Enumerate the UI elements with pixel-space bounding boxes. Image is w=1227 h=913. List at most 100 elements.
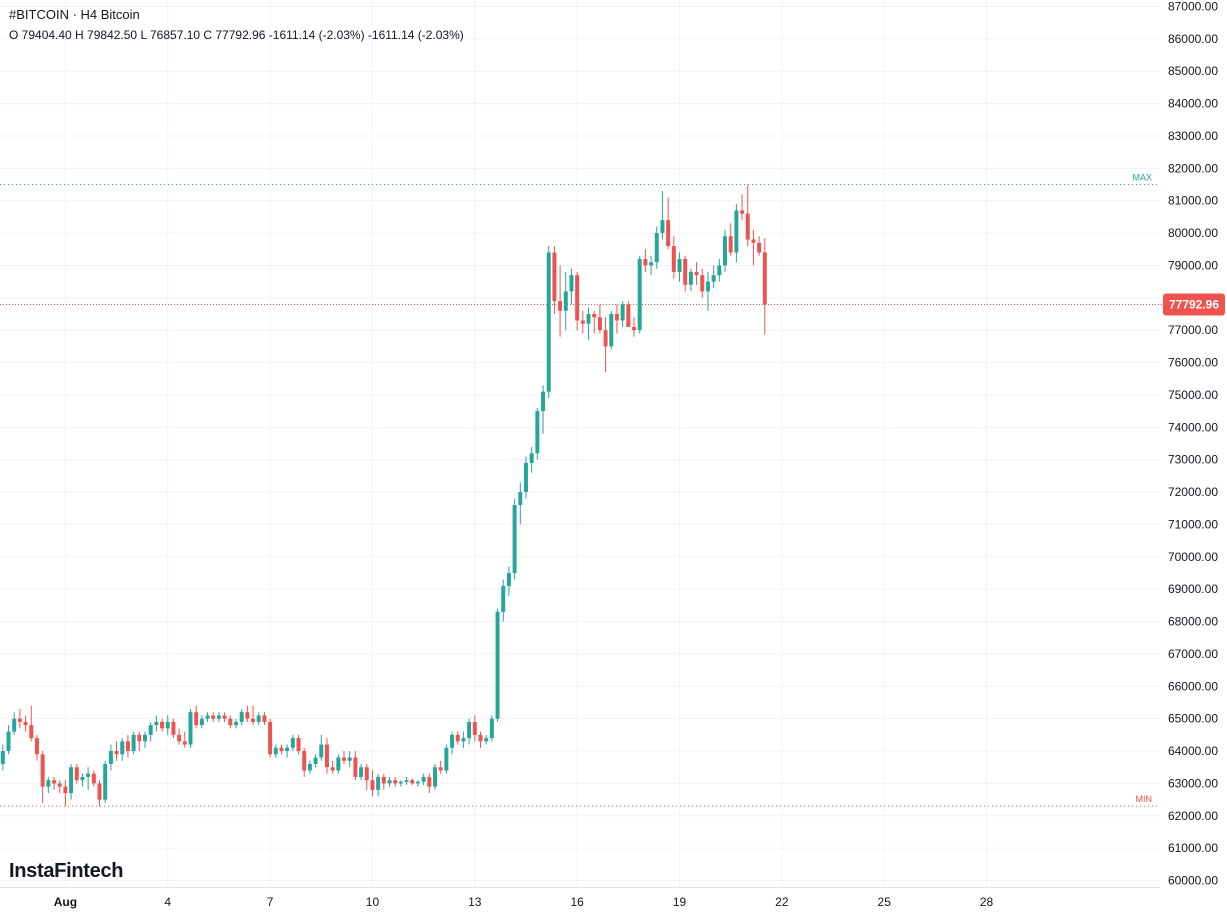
candle-body	[63, 786, 68, 794]
time-tick-label: 10	[366, 895, 380, 909]
candle-body	[614, 314, 619, 321]
candle-body	[17, 718, 22, 722]
candle	[751, 229, 756, 266]
candle	[40, 751, 45, 803]
candle-body	[370, 780, 375, 790]
candle	[626, 301, 631, 327]
candle-body	[177, 734, 182, 742]
candle-body	[216, 715, 221, 719]
candle	[393, 776, 398, 787]
candle	[558, 265, 563, 337]
candle	[376, 773, 381, 797]
candle-body	[80, 776, 85, 781]
candle	[637, 255, 642, 334]
price-tick-label: 60000.00	[1168, 874, 1218, 888]
candle-body	[302, 751, 307, 771]
candle	[148, 721, 153, 742]
price-tick-label: 84000.00	[1168, 97, 1218, 111]
candle	[450, 731, 455, 755]
candle	[171, 718, 176, 739]
candle	[137, 731, 142, 752]
candle	[131, 731, 136, 755]
price-tick-label: 62000.00	[1168, 809, 1218, 823]
candle	[427, 773, 432, 794]
candle-body	[194, 712, 199, 726]
candle-body	[603, 330, 608, 347]
min-level-label: MIN	[1136, 794, 1153, 804]
candle-body	[751, 239, 756, 243]
price-axis[interactable]: 60000.00 61000.00 62000.00 63000.00 64000.00…	[1168, 0, 1218, 888]
candle-body	[103, 763, 108, 800]
candle	[91, 770, 96, 787]
candle-body	[711, 275, 716, 282]
candle-body	[34, 738, 39, 755]
candle	[586, 307, 591, 340]
candle-body	[421, 776, 426, 782]
candle-body	[529, 453, 534, 463]
candle	[683, 255, 688, 292]
candle-body	[57, 783, 62, 787]
candle	[336, 754, 341, 774]
candle	[597, 304, 602, 334]
candle	[757, 236, 762, 256]
candle-body	[740, 210, 745, 214]
candle	[23, 715, 28, 732]
candle	[404, 776, 409, 786]
candle	[745, 184, 750, 247]
chart-grid	[0, 0, 1160, 887]
candle-body	[535, 411, 540, 454]
candle	[290, 734, 295, 752]
candle	[398, 780, 403, 787]
candle	[353, 751, 358, 781]
candle-body	[319, 744, 324, 758]
candle	[489, 715, 494, 742]
price-tick-label: 86000.00	[1168, 32, 1218, 46]
candle-body	[324, 744, 329, 768]
time-tick-label: 13	[468, 895, 482, 909]
candle-body	[580, 320, 585, 324]
candle	[529, 446, 534, 473]
candle-body	[455, 734, 460, 742]
candle-body	[723, 236, 727, 266]
candle-body	[296, 738, 301, 752]
candle-body	[586, 314, 591, 324]
candle	[154, 715, 159, 732]
candle	[575, 271, 580, 331]
candle-body	[717, 265, 722, 276]
candle-body	[171, 721, 176, 735]
candle-body	[506, 572, 511, 586]
price-tick-label: 63000.00	[1168, 776, 1218, 790]
candle	[86, 767, 91, 790]
candle	[444, 744, 449, 774]
candle-body	[23, 721, 28, 726]
candle-body	[256, 715, 261, 722]
candle-body	[205, 715, 210, 719]
candle	[268, 718, 273, 758]
candle-body	[660, 220, 665, 234]
reference-lines: MAX MIN	[0, 173, 1227, 807]
candle-body	[268, 721, 273, 755]
candle-body	[211, 715, 216, 719]
candle	[182, 731, 187, 748]
chart-legend: #BITCOIN · H4 Bitcoin O 79404.40 H 79842…	[9, 7, 464, 43]
candle	[256, 712, 261, 726]
candle-body	[364, 767, 369, 781]
candle-body	[575, 275, 580, 321]
candle	[302, 747, 307, 777]
candle	[438, 760, 443, 774]
candle-body	[694, 271, 699, 276]
candle-body	[336, 757, 341, 771]
candle	[455, 731, 460, 745]
candle	[501, 579, 506, 622]
candle-body	[6, 731, 11, 752]
candle-body	[654, 233, 659, 263]
candle	[484, 734, 489, 745]
time-axis[interactable]: Aug 4 7 10 13 16 19 22 25 28	[0, 887, 1160, 910]
candle	[177, 728, 182, 745]
candle-body	[330, 767, 335, 771]
candle	[654, 226, 659, 269]
candle	[279, 744, 284, 755]
candle-body	[569, 275, 574, 292]
candle-body	[273, 747, 278, 755]
